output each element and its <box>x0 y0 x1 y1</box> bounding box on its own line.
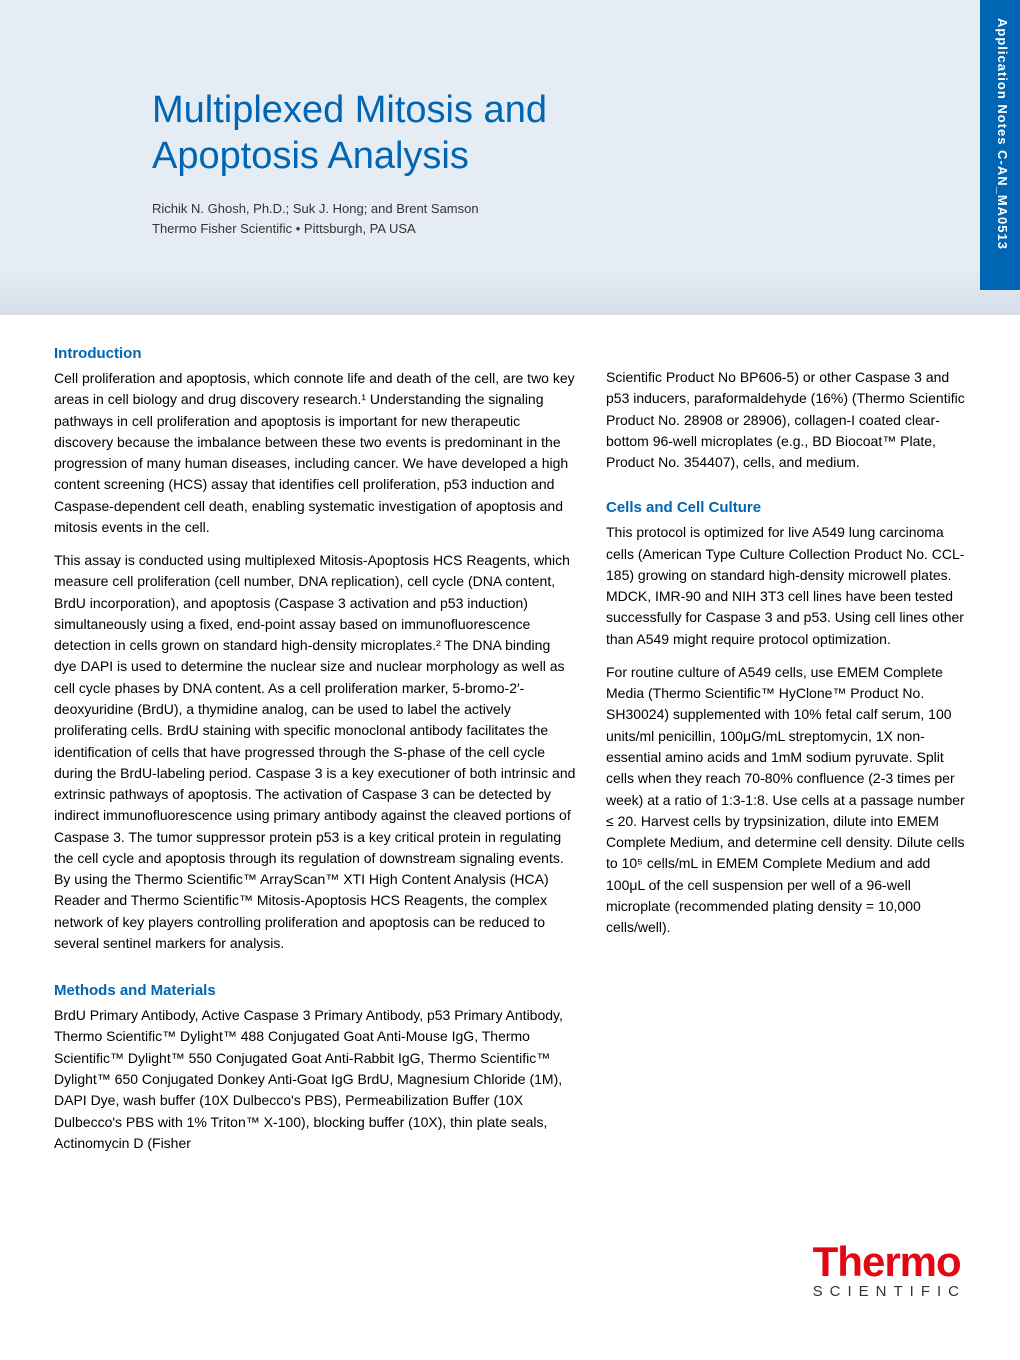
introduction-heading: Introduction <box>54 345 576 362</box>
authors-names: Richik N. Ghosh, Ph.D.; Suk J. Hong; and… <box>152 201 479 216</box>
left-column: Introduction Cell proliferation and apop… <box>54 345 576 1166</box>
authors-block: Richik N. Ghosh, Ph.D.; Suk J. Hong; and… <box>152 199 547 238</box>
methods-p1: BrdU Primary Antibody, Active Caspase 3 … <box>54 1005 576 1154</box>
cells-p2: For routine culture of A549 cells, use E… <box>606 662 966 938</box>
title-line-1: Multiplexed Mitosis and <box>152 89 547 131</box>
header-background: Application Notes C-AN_MA0513 Multiplexe… <box>0 0 1020 315</box>
cells-heading: Cells and Cell Culture <box>606 499 966 516</box>
document-title: Multiplexed Mitosis and Apoptosis Analys… <box>152 88 547 179</box>
logo-subtitle-text: SCIENTIFIC <box>813 1283 966 1300</box>
title-line-2: Apoptosis Analysis <box>152 135 469 177</box>
content-area: Introduction Cell proliferation and apop… <box>0 315 1020 1166</box>
authors-affiliation: Thermo Fisher Scientific • Pittsburgh, P… <box>152 221 416 236</box>
logo-brand-text: Thermo <box>813 1244 966 1280</box>
rightcol-continuation: Scientific Product No BP606-5) or other … <box>606 367 966 473</box>
methods-heading: Methods and Materials <box>54 982 576 999</box>
introduction-p2: This assay is conducted using multiplexe… <box>54 550 576 954</box>
side-tab-label: Application Notes C-AN_MA0513 <box>980 0 1020 290</box>
title-block: Multiplexed Mitosis and Apoptosis Analys… <box>152 88 547 238</box>
introduction-p1: Cell proliferation and apoptosis, which … <box>54 368 576 538</box>
cells-p1: This protocol is optimized for live A549… <box>606 522 966 650</box>
right-column: Scientific Product No BP606-5) or other … <box>606 345 966 1166</box>
thermo-logo: Thermo SCIENTIFIC <box>813 1244 966 1300</box>
